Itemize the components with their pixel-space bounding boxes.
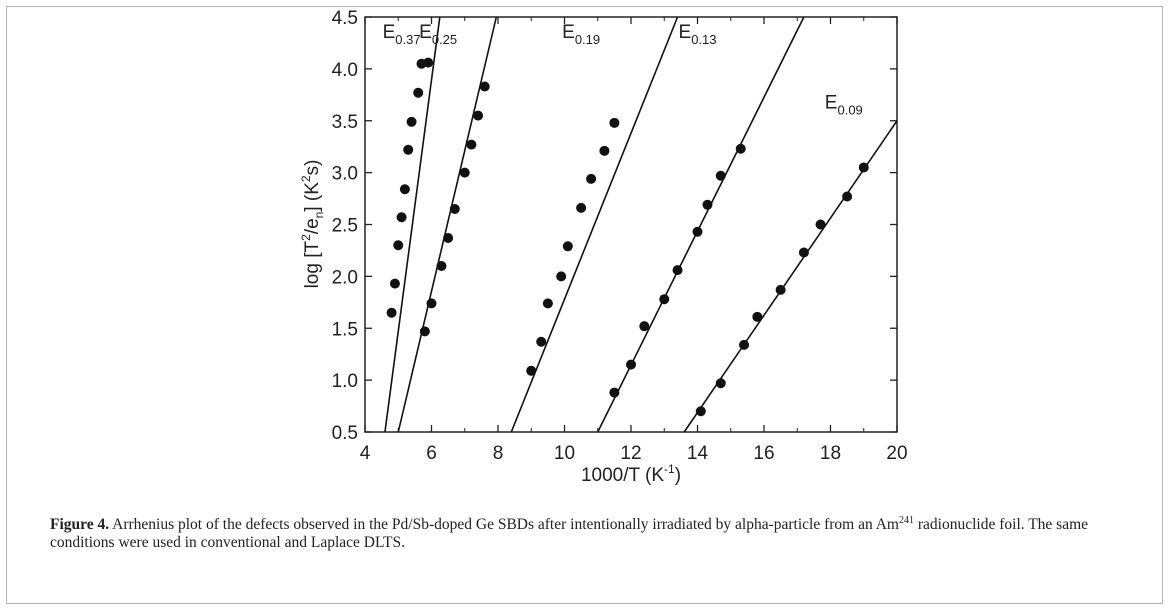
data-point	[576, 202, 587, 213]
arrhenius-plot: 4 6 8 10 12 14 16 18 20 0.5 1.0 1.5 2.0 2.5 3.0 3.5 4.0…	[299, 8, 908, 486]
data-point	[775, 284, 786, 295]
data-point	[443, 232, 454, 243]
data-points	[386, 57, 869, 417]
data-point	[426, 298, 437, 309]
y-tick-label: 4.0	[332, 60, 358, 81]
x-tick-label: 20	[886, 443, 907, 464]
data-point	[752, 311, 763, 322]
data-point	[695, 406, 706, 417]
data-point	[473, 110, 484, 121]
data-point	[609, 117, 620, 128]
data-point	[659, 294, 670, 305]
figure-caption: Figure 4. Arrhenius plot of the defects …	[50, 516, 1130, 552]
data-point	[389, 278, 400, 289]
data-point	[403, 144, 414, 155]
data-point	[413, 87, 424, 98]
data-point	[798, 247, 809, 258]
data-point	[556, 271, 567, 282]
x-tick-label: 4	[360, 443, 371, 464]
data-point	[599, 145, 610, 156]
data-point	[672, 265, 683, 276]
data-point	[396, 212, 407, 223]
y-tick-label: 1.5	[332, 319, 358, 340]
y-tick-label: 3.5	[332, 112, 358, 133]
caption-text-part1: Arrhenius plot of the defects observed i…	[109, 516, 899, 533]
data-point	[715, 378, 726, 389]
x-tick-label: 10	[554, 443, 575, 464]
y-tick-labels: 0.5 1.0 1.5 2.0 2.5 3.0 3.5 4.0 4.5	[332, 8, 358, 444]
y-axis-label: log [T2/en] (K2s)	[299, 160, 326, 289]
data-point	[399, 184, 410, 195]
x-tick-label: 14	[687, 443, 709, 464]
data-point	[842, 191, 853, 202]
y-tick-label: 3.0	[332, 164, 358, 185]
data-point	[393, 240, 404, 251]
data-point	[449, 203, 460, 214]
fit-line	[510, 16, 679, 433]
data-point	[386, 307, 397, 318]
series-label: E0.25	[419, 22, 457, 47]
data-point	[419, 326, 430, 337]
data-point	[609, 387, 620, 398]
data-point	[562, 241, 573, 252]
data-point	[739, 339, 750, 350]
series-label: E0.09	[825, 92, 863, 117]
data-point	[406, 116, 417, 127]
series-label: E0.19	[562, 22, 600, 47]
series-label: E0.37	[383, 22, 421, 47]
fit-line	[597, 16, 805, 433]
data-point	[479, 81, 490, 92]
fit-line	[384, 16, 441, 433]
data-point	[639, 321, 650, 332]
data-point	[735, 143, 746, 154]
y-tick-label: 2.5	[332, 216, 358, 237]
y-tick-label: 4.5	[332, 8, 358, 29]
x-tick-label: 18	[820, 443, 841, 464]
data-point	[423, 57, 434, 68]
caption-text-part2: radionuclide foil. The same conditions w…	[50, 516, 1089, 551]
x-axis-label: 1000/T (K-1)	[581, 462, 681, 486]
series-label: E0.13	[679, 22, 717, 47]
data-point	[436, 261, 447, 271]
x-tick-label: 6	[426, 443, 437, 464]
x-tick-label: 16	[753, 443, 774, 464]
y-tick-label: 0.5	[332, 423, 358, 444]
x-tick-labels: 4 6 8 10 12 14 16 18 20	[360, 443, 908, 464]
data-point	[815, 219, 826, 230]
data-point	[466, 139, 477, 150]
data-point	[586, 173, 597, 184]
data-point	[692, 226, 703, 237]
x-tick-label: 12	[620, 443, 641, 464]
data-point	[626, 359, 636, 370]
caption-superscript: 241	[899, 515, 914, 526]
data-point	[459, 167, 470, 178]
data-point	[536, 336, 547, 347]
caption-label: Figure 4.	[50, 516, 110, 533]
data-point	[542, 298, 553, 309]
data-point	[702, 199, 713, 210]
data-point	[715, 170, 726, 181]
x-tick-label: 8	[493, 443, 504, 464]
data-point	[526, 365, 537, 376]
figure-frame	[6, 6, 1163, 604]
data-point	[858, 162, 869, 173]
y-tick-label: 2.0	[332, 267, 358, 288]
y-tick-label: 1.0	[332, 371, 358, 392]
